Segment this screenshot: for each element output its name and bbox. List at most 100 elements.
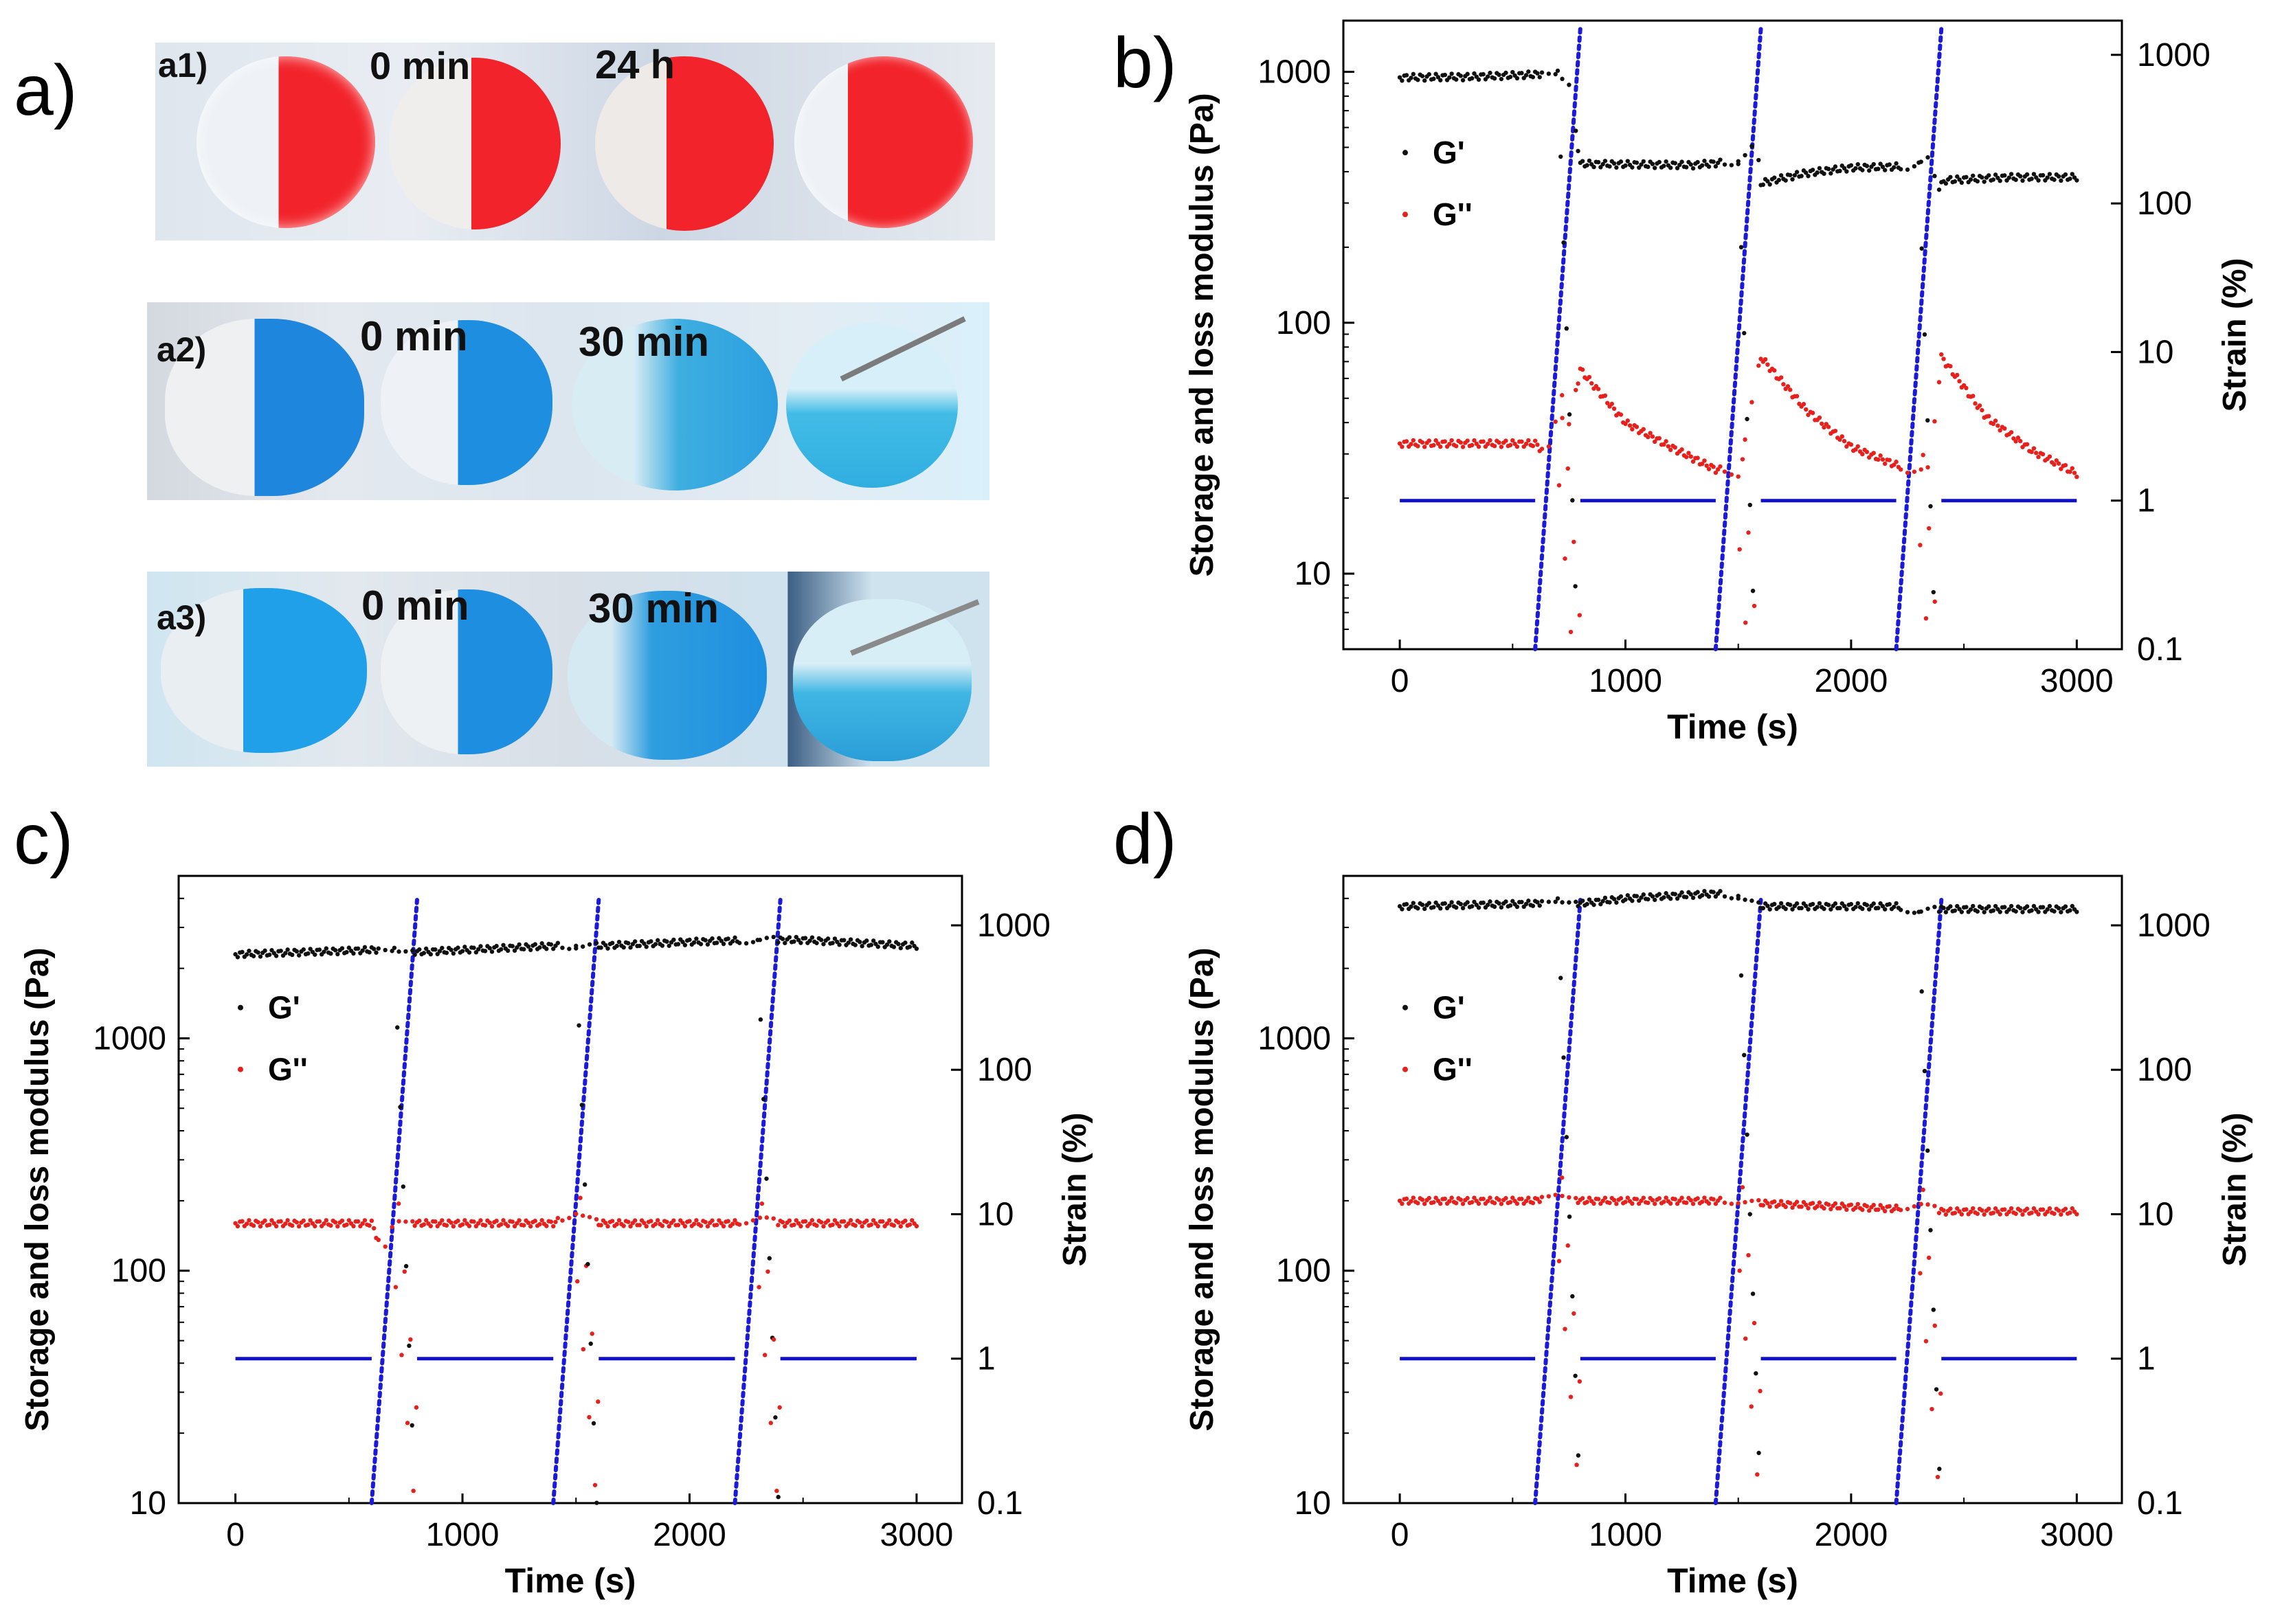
gdouble-point-c-113 xyxy=(512,1223,517,1229)
gdouble-point-c-42 xyxy=(328,1223,333,1228)
gel-a2-1 xyxy=(165,319,364,496)
gprime-point-c-157 xyxy=(637,943,642,949)
gprime-point-b-74 xyxy=(1587,158,1592,163)
gdouble-point-b-39 xyxy=(1485,442,1490,447)
gdouble-point-b-81 xyxy=(1602,393,1608,398)
gdouble-point-c-10 xyxy=(256,1219,260,1225)
gprime-point-b-253 xyxy=(2040,172,2046,178)
gprime-point-b-27 xyxy=(1458,74,1463,78)
gdouble-drop-b-2-5 xyxy=(1932,599,1937,604)
gprime-point-b-160 xyxy=(1806,174,1811,179)
gdouble-point-c-134 xyxy=(567,1215,572,1221)
gdouble-point-d-62 xyxy=(1537,1199,1542,1204)
gdouble-point-c-234 xyxy=(837,1223,842,1229)
gprime-point-b-25 xyxy=(1454,77,1459,82)
gprime-point-b-112 xyxy=(1673,161,1677,166)
gprime-point-b-174 xyxy=(1837,168,1842,174)
gdouble-point-c-40 xyxy=(324,1218,328,1223)
y2-tick-label-d-0: 0.1 xyxy=(2137,1485,2183,1522)
gprime-point-c-165 xyxy=(656,938,660,943)
gprime-point-c-40 xyxy=(324,946,328,951)
gdouble-point-b-122 xyxy=(1695,455,1700,460)
gprime-point-d-23 xyxy=(1449,900,1454,905)
gprime-point-c-176 xyxy=(680,940,685,945)
gdouble-point-c-187 xyxy=(705,1223,711,1229)
gprime-point-d-20 xyxy=(1442,901,1447,906)
x-tick-label-b-2: 2000 xyxy=(1815,663,1888,699)
gdouble-point-b-251 xyxy=(2036,455,2041,460)
gdouble-point-b-101 xyxy=(1648,431,1653,436)
y2-axis-label-c: Strain (%) xyxy=(1057,1112,1093,1266)
gdouble-point-d-22 xyxy=(1447,1199,1452,1204)
gprime-point-c-206 xyxy=(771,934,776,940)
gdouble-point-c-20 xyxy=(278,1219,283,1224)
gdouble-point-c-25 xyxy=(290,1223,295,1228)
gprime-point-b-5 xyxy=(1409,76,1413,80)
gdouble-point-b-148 xyxy=(1778,375,1784,380)
gdouble-point-d-76 xyxy=(1591,1201,1596,1206)
gprime-point-b-136 xyxy=(1743,153,1747,158)
gdouble-point-c-129 xyxy=(548,1219,554,1224)
gdouble-point-c-241 xyxy=(853,1223,858,1228)
gprime-point-d-64 xyxy=(1546,899,1552,904)
gprime-point-c-88 xyxy=(456,945,460,950)
gdouble-point-d-40 xyxy=(1488,1195,1492,1200)
gprime-point-b-91 xyxy=(1625,159,1630,163)
gdouble-point-b-61 xyxy=(1535,442,1540,447)
strain-ramp-d-0 xyxy=(1533,897,1582,1505)
gdouble-point-b-258 xyxy=(2052,462,2057,467)
gprime-point-b-63 xyxy=(1539,70,1545,75)
gprime-point-d-224 xyxy=(1975,909,1980,914)
gprime-point-b-196 xyxy=(1887,162,1892,167)
y-axis-label-c: Storage and loss modulus (Pa) xyxy=(19,947,56,1431)
gdouble-point-b-242 xyxy=(2015,436,2021,440)
gdouble-point-b-219 xyxy=(1964,385,1969,391)
gdouble-point-d-206 xyxy=(1932,1204,1937,1208)
gdouble-point-d-11 xyxy=(1422,1202,1427,1206)
gprime-drop-d-1-5 xyxy=(1750,1292,1756,1296)
gdouble-point-b-141 xyxy=(1763,357,1768,362)
gdouble-point-d-243 xyxy=(2018,1208,2023,1213)
gdouble-point-c-130 xyxy=(551,1223,556,1229)
gdouble-point-b-85 xyxy=(1611,406,1617,411)
gprime-point-d-65 xyxy=(1553,899,1558,904)
gdouble-point-c-1 xyxy=(235,1223,240,1229)
gdouble-point-d-136 xyxy=(1743,1199,1747,1205)
gdouble-drop-c-0-4 xyxy=(405,1421,410,1425)
gdouble-point-c-93 xyxy=(467,1223,472,1228)
gdouble-point-b-232 xyxy=(1993,418,1998,423)
gprime-point-d-117 xyxy=(1683,894,1689,900)
gdouble-point-b-32 xyxy=(1469,442,1475,448)
gdouble-point-b-112 xyxy=(1673,445,1677,450)
gprime-point-d-265 xyxy=(2068,908,2072,913)
strain-ramp-b-2 xyxy=(1894,26,1944,651)
gdouble-point-d-219 xyxy=(1964,1207,1969,1212)
gdouble-drop-c-0-2 xyxy=(399,1353,404,1357)
gprime-point-d-78 xyxy=(1596,897,1601,903)
legend-marker-b-gprime xyxy=(1402,150,1408,156)
gprime-drop-d-0-7 xyxy=(1576,1453,1581,1458)
gprime-point-d-177 xyxy=(1844,907,1849,912)
gprime-point-c-155 xyxy=(632,939,638,944)
gdouble-point-c-52 xyxy=(351,1223,356,1229)
gdouble-drop-b-0-7 xyxy=(1577,613,1582,618)
gprime-point-b-8 xyxy=(1416,78,1420,82)
gprime-point-d-201 xyxy=(1898,907,1903,912)
gprime-point-b-148 xyxy=(1778,173,1784,178)
gdouble-point-c-32 xyxy=(306,1222,311,1228)
gprime-point-d-90 xyxy=(1623,897,1628,902)
gprime-point-b-133 xyxy=(1722,162,1727,167)
gdouble-drop-b-1-3 xyxy=(1746,530,1751,535)
gdouble-point-c-172 xyxy=(671,1218,676,1223)
gdouble-point-d-189 xyxy=(1871,1202,1876,1208)
gdouble-point-c-249 xyxy=(871,1218,876,1223)
gprime-point-b-248 xyxy=(2029,177,2034,181)
gdouble-point-b-22 xyxy=(1447,442,1452,447)
gprime-point-c-226 xyxy=(818,937,824,943)
gprime-point-b-134 xyxy=(1729,163,1734,168)
gprime-point-c-229 xyxy=(825,936,831,941)
gdouble-point-c-71 xyxy=(417,1218,422,1223)
gprime-point-b-234 xyxy=(1998,179,2002,183)
gprime-point-d-143 xyxy=(1767,907,1772,912)
gprime-point-b-67 xyxy=(1567,82,1571,87)
